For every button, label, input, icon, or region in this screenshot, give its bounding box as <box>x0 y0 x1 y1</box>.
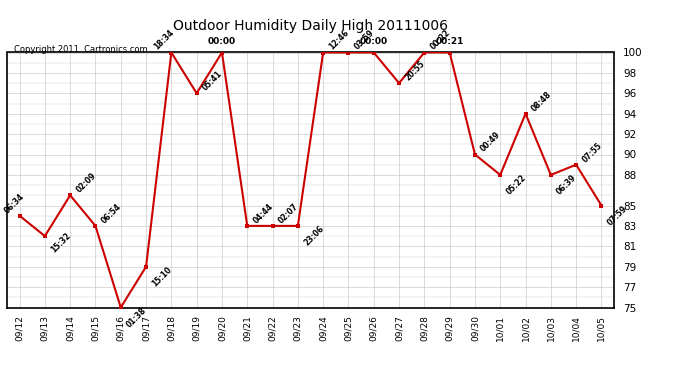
Text: 07:55: 07:55 <box>580 141 604 164</box>
Text: 00:49: 00:49 <box>479 130 502 154</box>
Text: 01:38: 01:38 <box>125 305 148 329</box>
Text: 05:41: 05:41 <box>201 69 224 93</box>
Text: Copyright 2011  Cartronics.com: Copyright 2011 Cartronics.com <box>14 45 148 54</box>
Text: 08:48: 08:48 <box>530 89 553 113</box>
Text: 00:00: 00:00 <box>208 37 236 46</box>
Text: 15:32: 15:32 <box>49 231 72 255</box>
Text: 20:55: 20:55 <box>403 59 426 82</box>
Text: 06:54: 06:54 <box>99 202 123 225</box>
Text: 18:34: 18:34 <box>152 28 175 52</box>
Text: 05:22: 05:22 <box>504 173 528 196</box>
Text: 00:21: 00:21 <box>435 37 464 46</box>
Text: 02:07: 02:07 <box>277 202 300 225</box>
Text: 12:46: 12:46 <box>327 28 351 52</box>
Text: 06:39: 06:39 <box>555 173 578 196</box>
Text: 23:06: 23:06 <box>302 224 326 248</box>
Text: 15:10: 15:10 <box>150 265 174 288</box>
Text: 04:44: 04:44 <box>251 202 275 225</box>
Text: 02:09: 02:09 <box>75 171 98 195</box>
Text: 03:59: 03:59 <box>353 28 376 52</box>
Text: 07:59: 07:59 <box>606 204 629 227</box>
Text: 06:34: 06:34 <box>3 192 26 215</box>
Text: 00:22: 00:22 <box>428 28 452 52</box>
Text: 00:00: 00:00 <box>359 37 388 46</box>
Text: Outdoor Humidity Daily High 20111006: Outdoor Humidity Daily High 20111006 <box>173 19 448 33</box>
